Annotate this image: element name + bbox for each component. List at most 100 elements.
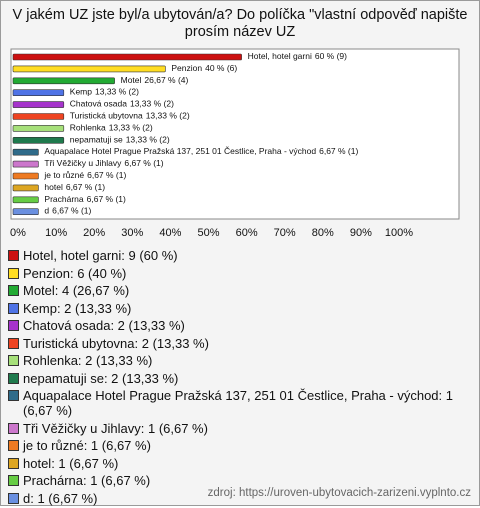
legend-swatch (8, 320, 19, 331)
x-tick-label: 70% (274, 227, 296, 239)
legend-swatch (8, 457, 19, 469)
x-tick-label: 20% (83, 227, 105, 239)
bar (12, 89, 65, 96)
legend-label: Penzion: 6 (40 %) (23, 265, 127, 281)
bar (12, 160, 39, 168)
legend-item: Tři Věžičky u Jihlavy: 1 (6,67 %) (8, 421, 470, 436)
legend-item: hotel: 1 (6,67 %) (8, 456, 470, 471)
bar (12, 196, 39, 204)
bar-value-label: 40 % (6) (205, 63, 237, 73)
bar-value-label: 13,33 % (2) (130, 99, 174, 109)
bar-value-label: 6,67 % (1) (124, 158, 163, 168)
bar-value-label: 13,33 % (2) (146, 111, 190, 121)
legend-label: Hotel, hotel garni: 9 (60 %) (23, 248, 178, 263)
legend-swatch (8, 285, 19, 296)
legend-item: je to různé: 1 (6,67 %) (8, 438, 470, 453)
bar (12, 148, 39, 156)
bar-value-label: 13,33 % (2) (109, 123, 153, 133)
bar (12, 101, 65, 108)
bar-category: Motel (121, 75, 142, 85)
bar-label: Penzion 40 % (6) (171, 63, 237, 73)
legend-swatch (8, 440, 19, 451)
x-tick-label: 40% (159, 227, 181, 239)
legend-label: Prachárna: 1 (6,67 %) (23, 473, 151, 488)
bar-label: Rohlenka 13,33 % (2) (70, 123, 153, 133)
legend-swatch (8, 390, 19, 401)
legend-label: Tři Věžičky u Jihlavy: 1 (6,67 %) (23, 420, 208, 436)
bar (12, 125, 65, 132)
bar-category: Aquapalace Hotel Prague Pražská 137, 251… (44, 146, 316, 156)
legend-label: Rohlenka: 2 (13,33 %) (23, 353, 153, 368)
bar-label: je to různé 6,67 % (1) (43, 170, 126, 180)
bar (12, 65, 166, 73)
bar-label: d 6,67 % (1) (44, 206, 91, 216)
bar-value-label: 6,67 % (1) (52, 206, 91, 216)
chart-title: V jakém UZ jste byl/a ubytován/a? Do pol… (12, 7, 468, 40)
bar-label: Chatová osada 13,33 % (2) (70, 99, 174, 109)
bar-category: je to různé (43, 170, 84, 180)
legend-swatch (8, 372, 19, 384)
legend-label: Motel: 4 (26,67 %) (23, 283, 130, 298)
bar (12, 53, 242, 61)
legend-swatch (8, 475, 19, 486)
legend-label: je to různé: 1 (6,67 %) (23, 438, 151, 453)
legend-item: Rohlenka: 2 (13,33 %) (8, 353, 470, 368)
bar-label: Tři Věžičky u Jihlavy 6,67 % (1) (44, 158, 163, 168)
bar-value-label: 60 % (9) (315, 51, 347, 61)
bar (12, 77, 115, 85)
bar-label: Kemp 13,33 % (2) (70, 87, 139, 97)
bar-label: hotel 6,67 % (1) (44, 182, 105, 192)
legend-item: Prachárna: 1 (6,67 %) (8, 473, 470, 488)
bar-label: Turistická ubytovna 13,33 % (2) (70, 111, 190, 121)
legend-label: Turistická ubytovna: 2 (13,33 %) (23, 335, 209, 351)
x-tick-label: 90% (350, 227, 372, 239)
bar-value-label: 6,67 % (1) (87, 170, 126, 180)
x-tick-label: 60% (236, 227, 258, 239)
legend-item: Chatová osada: 2 (13,33 %) (8, 318, 470, 333)
legend-item: Motel: 4 (26,67 %) (8, 283, 470, 298)
bar-label: Hotel, hotel garni 60 % (9) (248, 51, 348, 61)
bar-category: Tři Věžičky u Jihlavy (44, 158, 122, 168)
bar-category: Prachárna (44, 194, 83, 204)
legend-swatch (8, 355, 19, 366)
bar (12, 172, 39, 180)
bar-label: Aquapalace Hotel Prague Pražská 137, 251… (44, 146, 358, 156)
legend-label: d: 1 (6,67 %) (23, 490, 98, 506)
legend-item: d: 1 (6,67 %) (8, 491, 470, 506)
legend-swatch (8, 492, 19, 504)
x-tick-label: 10% (45, 227, 67, 239)
bar-value-label: 13,33 % (2) (95, 87, 139, 97)
bar-value-label: 13,33 % (2) (126, 135, 170, 145)
legend: Hotel, hotel garni: 9 (60 %) Penzion: 6 (… (8, 248, 470, 508)
bar-label: Motel 26,67 % (4) (121, 75, 189, 85)
bar (12, 184, 39, 192)
x-tick-label: 50% (197, 227, 219, 239)
bar (12, 113, 65, 120)
legend-item: Aquapalace Hotel Prague Pražská 137, 251… (8, 388, 470, 418)
bar-category: Turistická ubytovna (70, 111, 143, 121)
legend-label: nepamatuji se: 2 (13,33 %) (23, 370, 179, 386)
legend-swatch (8, 302, 19, 314)
bar-category: hotel (44, 182, 63, 192)
x-tick-label: 100% (385, 227, 413, 239)
legend-swatch (8, 422, 19, 434)
legend-item: Hotel, hotel garni: 9 (60 %) (8, 248, 470, 263)
legend-swatch (8, 250, 19, 261)
bar-value-label: 6,67 % (1) (66, 182, 105, 192)
bar-category: d (44, 206, 49, 216)
legend-item: Penzion: 6 (40 %) (8, 266, 470, 281)
legend-swatch (8, 267, 19, 279)
chart: 0% 10% 20% 30% 40% 50% 60% 70% 80% 90% 100% Hotel, … (10, 48, 460, 239)
bar-category: Kemp (70, 87, 92, 97)
legend-label: Kemp: 2 (13,33 %) (23, 300, 132, 316)
bar-category: Hotel, hotel garni (248, 51, 312, 61)
legend-label: Aquapalace Hotel Prague Pražská 137, 251… (23, 388, 453, 418)
legend-item: Turistická ubytovna: 2 (13,33 %) (8, 336, 470, 351)
bar-category: Rohlenka (70, 123, 106, 133)
source-note: zdroj: https://uroven-ubytovacich-zarize… (207, 487, 471, 499)
legend-label: hotel: 1 (6,67 %) (23, 455, 119, 471)
legend-item: nepamatuji se: 2 (13,33 %) (8, 371, 470, 386)
bar-label: Prachárna 6,67 % (1) (44, 194, 126, 204)
legend-label: Chatová osada: 2 (13,33 %) (23, 318, 185, 333)
